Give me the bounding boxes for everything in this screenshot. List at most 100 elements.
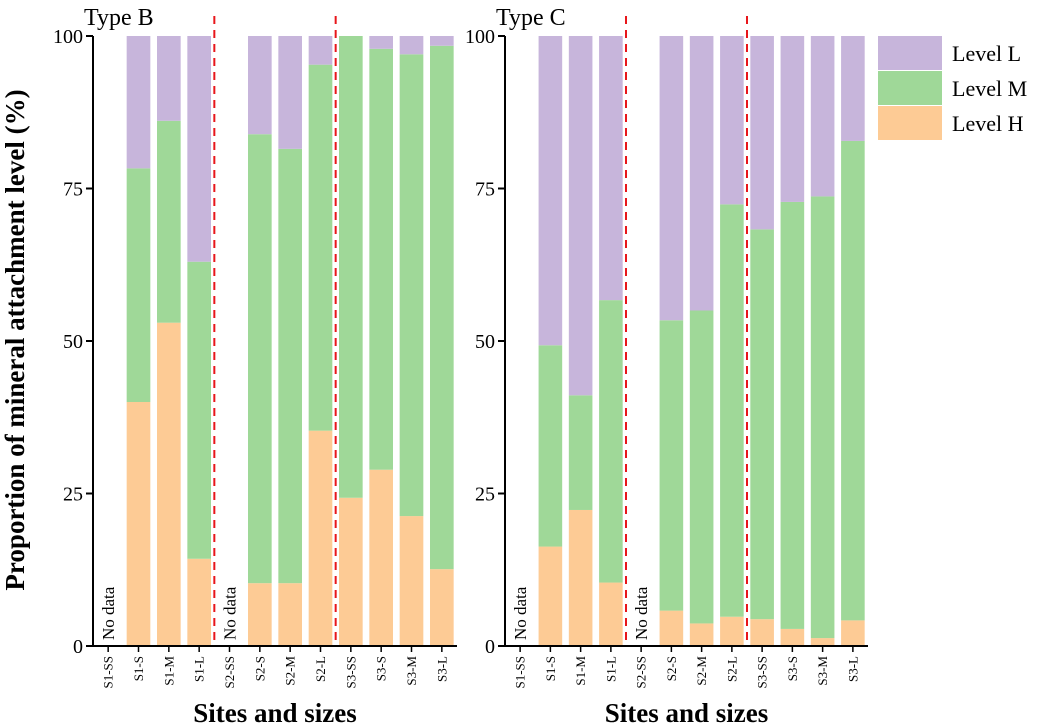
x-tick-label-s1-m: S1-M <box>573 656 588 686</box>
y-axis-label: Proportion of mineral attachment level (… <box>0 89 30 590</box>
bar-level-l-s1-m <box>568 36 593 396</box>
x-tick-label-s3-ss: S3-SS <box>343 656 358 689</box>
legend-swatch-level-m <box>878 71 942 105</box>
x-tick-label-s1-s: S1-S <box>131 656 146 681</box>
y-tick-label-25: 25 <box>63 484 83 506</box>
legend-swatch-level-l <box>878 36 942 70</box>
bar-level-h-s3-l <box>430 569 454 646</box>
legend-label-level-h: Level H <box>952 111 1024 136</box>
bar-level-l-s2-m <box>278 36 302 149</box>
x-tick-label-s1-l: S1-L <box>192 656 207 682</box>
bar-level-h-s2-m <box>689 623 714 646</box>
x-tick-label-s3-l: S3-L <box>434 656 449 682</box>
y-tick-label-0: 0 <box>485 636 495 658</box>
no-data-label-s1-ss: No data <box>99 586 118 640</box>
bar-level-m-s3-m <box>810 196 835 639</box>
legend-swatch-level-h <box>878 106 942 140</box>
x-tick-label-s1-m: S1-M <box>161 656 176 686</box>
bar-level-m-s1-l <box>599 300 623 583</box>
x-tick-label-s3-ss: S3-SS <box>755 656 770 689</box>
bar-level-h-s3-m <box>399 516 424 646</box>
bar-level-m-s2-s <box>248 134 272 584</box>
bar-level-l-s2-s <box>248 36 272 135</box>
x-tick-label-s3-l: S3-L <box>845 656 860 682</box>
bar-level-l-s2-l <box>308 36 333 65</box>
x-tick-label-s2-l: S2-L <box>313 656 328 682</box>
x-tick-label-s3-m: S3-M <box>815 656 830 686</box>
x-tick-label-s1-s: S1-S <box>543 656 558 681</box>
bar-level-h-s1-l <box>599 582 623 646</box>
bar-level-l-s3-s <box>780 36 805 202</box>
bar-level-h-s2-s <box>248 583 272 646</box>
y-tick-label-100: 100 <box>465 26 495 48</box>
bar-level-h-s2-s <box>659 610 684 646</box>
y-tick-label-0: 0 <box>73 636 83 658</box>
x-tick-label-s3-m: S3-M <box>404 656 419 686</box>
y-tick-label-100: 100 <box>53 26 83 48</box>
bar-level-l-s2-s <box>659 36 684 321</box>
x-tick-label-s3-s: S3-S <box>374 656 389 681</box>
bar-level-l-s1-l <box>187 36 211 262</box>
bar-level-m-s2-s <box>659 320 684 611</box>
bar-level-m-s1-s <box>126 168 151 402</box>
x-axis-label-type-c: Sites and sizes <box>605 698 769 725</box>
no-data-label-s2-ss: No data <box>221 586 240 640</box>
bar-level-m-s1-m <box>568 395 593 510</box>
bar-level-m-s3-l <box>841 140 865 621</box>
x-tick-label-s2-l: S2-L <box>724 656 739 682</box>
bar-level-l-s2-m <box>689 36 714 311</box>
bar-level-m-s3-s <box>780 201 805 629</box>
no-data-label-s1-ss: No data <box>511 586 530 640</box>
x-tick-label-s1-l: S1-L <box>603 656 618 682</box>
bar-level-l-s1-m <box>157 36 181 121</box>
x-tick-label-s2-ss: S2-SS <box>222 656 237 689</box>
bar-level-h-s1-m <box>157 322 181 646</box>
bar-level-l-s3-s <box>369 36 393 49</box>
chart-panels: No data No data 0 25 50 75 100 S1-SS S1-S S1-M S1-… <box>53 5 868 725</box>
bar-level-l-s2-l <box>720 36 744 205</box>
x-tick-label-s2-ss: S2-SS <box>634 656 649 689</box>
bar-level-h-s1-m <box>568 509 593 646</box>
panel-type-c: No data No data 0 25 50 75 100 S1-SS S1-S S1-M S1-… <box>465 5 868 725</box>
legend-label-level-m: Level M <box>952 76 1027 101</box>
bar-level-l-s1-l <box>599 36 623 301</box>
bar-level-h-s2-m <box>278 583 302 646</box>
bar-level-m-s1-l <box>187 261 211 559</box>
y-tick-label-75: 75 <box>63 179 83 201</box>
bar-level-h-s3-ss <box>750 619 774 646</box>
x-tick-label-s2-m: S2-M <box>694 656 709 686</box>
bar-level-m-s2-l <box>720 204 744 617</box>
x-tick-label-s2-s: S2-S <box>664 656 679 681</box>
bar-level-m-s3-l <box>430 45 454 570</box>
x-tick-label-s1-ss: S1-SS <box>513 656 528 689</box>
x-tick-label-s2-m: S2-M <box>283 656 298 686</box>
bar-level-m-s3-m <box>399 54 424 517</box>
bar-level-h-s3-ss <box>339 497 363 646</box>
bar-level-m-s2-l <box>308 64 333 431</box>
panel-type-b: No data No data 0 25 50 75 100 S1-SS S1-S S1-M S1-… <box>53 5 457 725</box>
y-tick-label-50: 50 <box>475 331 495 353</box>
bar-level-l-s1-s <box>126 36 151 169</box>
bar-level-m-s3-s <box>369 48 393 470</box>
no-data-label-s2-ss: No data <box>632 586 651 640</box>
bar-level-l-s3-m <box>399 36 424 55</box>
bar-level-l-s3-m <box>810 36 835 197</box>
bar-level-m-s3-ss <box>339 36 363 498</box>
bar-level-l-s3-l <box>430 36 454 46</box>
bar-level-h-s1-s <box>126 402 151 646</box>
bar-level-h-s3-s <box>780 628 805 646</box>
bar-level-h-s1-l <box>187 558 211 646</box>
bar-level-m-s2-m <box>278 148 302 584</box>
bar-level-l-s1-s <box>538 36 563 346</box>
legend: Level L Level M Level H <box>878 36 1027 140</box>
bar-level-h-s3-s <box>369 469 393 646</box>
y-tick-label-50: 50 <box>63 331 83 353</box>
bar-level-h-s3-m <box>810 638 835 646</box>
y-tick-label-75: 75 <box>475 179 495 201</box>
legend-label-level-l: Level L <box>952 41 1021 66</box>
y-tick-label-25: 25 <box>475 484 495 506</box>
panel-title-type-c: Type C <box>496 5 566 31</box>
bar-level-m-s1-s <box>538 345 563 547</box>
x-tick-label-s3-s: S3-S <box>785 656 800 681</box>
